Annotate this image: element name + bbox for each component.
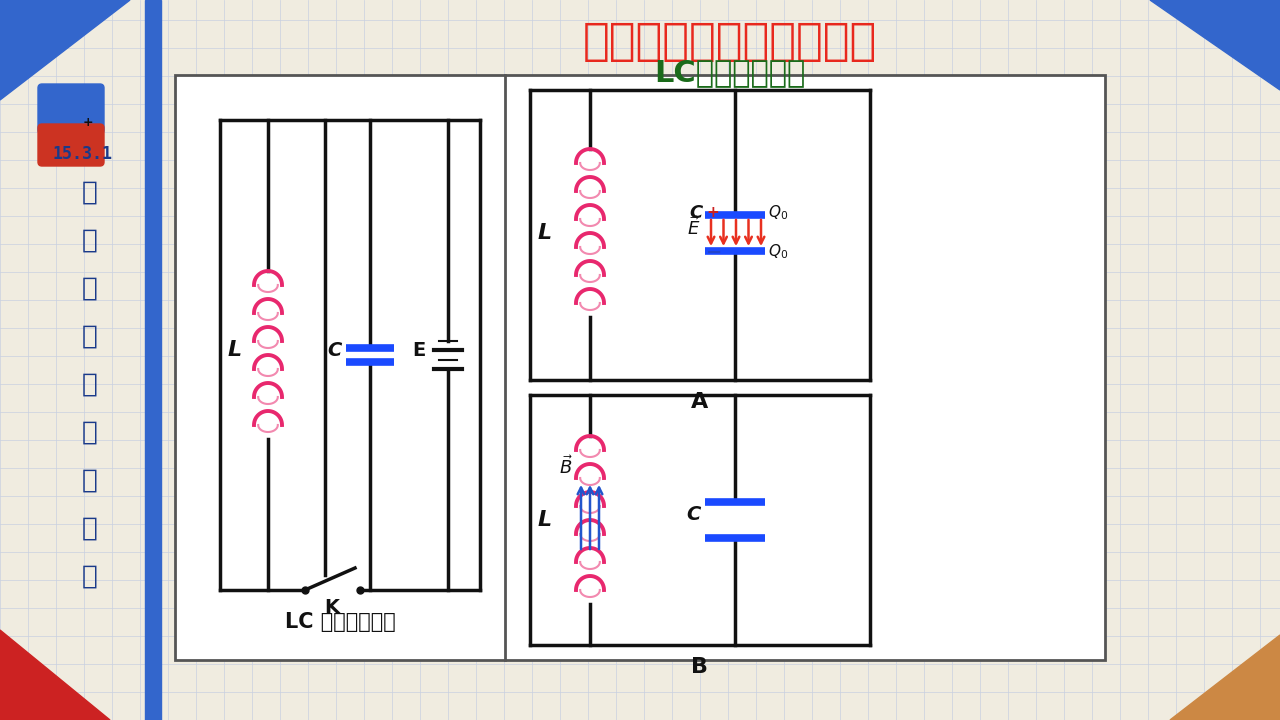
Text: K: K bbox=[325, 598, 339, 617]
Text: LC电磁振荡电路: LC电磁振荡电路 bbox=[654, 58, 805, 87]
Bar bbox=[175, 75, 1105, 660]
Text: 电: 电 bbox=[82, 180, 99, 206]
Text: L: L bbox=[538, 510, 552, 530]
FancyBboxPatch shape bbox=[38, 124, 104, 166]
Text: LC 电磁振荡电路: LC 电磁振荡电路 bbox=[284, 612, 396, 632]
Text: $Q_0$: $Q_0$ bbox=[768, 204, 788, 222]
Text: 15.3.1: 15.3.1 bbox=[52, 145, 113, 163]
Text: 播: 播 bbox=[82, 564, 99, 590]
Text: $\vec{E}$: $\vec{E}$ bbox=[686, 217, 700, 240]
Text: L: L bbox=[228, 340, 242, 360]
Text: $\vec{B}$: $\vec{B}$ bbox=[559, 455, 573, 478]
Polygon shape bbox=[0, 0, 131, 100]
Text: B: B bbox=[691, 657, 709, 677]
Text: 磁: 磁 bbox=[82, 228, 99, 254]
Text: C: C bbox=[690, 204, 703, 222]
Text: +: + bbox=[707, 204, 719, 220]
Text: 与: 与 bbox=[82, 468, 99, 494]
Text: 一、电磁波的产生与传播: 一、电磁波的产生与传播 bbox=[582, 20, 877, 63]
Text: +: + bbox=[83, 115, 93, 128]
Text: E: E bbox=[412, 341, 426, 359]
Text: C: C bbox=[328, 341, 342, 359]
Text: 生: 生 bbox=[82, 420, 99, 446]
Text: 传: 传 bbox=[82, 516, 99, 542]
FancyBboxPatch shape bbox=[38, 84, 104, 134]
Text: C: C bbox=[687, 505, 701, 524]
Bar bbox=[145, 0, 161, 720]
Text: A: A bbox=[691, 392, 709, 412]
Polygon shape bbox=[0, 630, 110, 720]
Text: 产: 产 bbox=[82, 372, 99, 398]
Text: $Q_0$: $Q_0$ bbox=[768, 243, 788, 261]
Text: 的: 的 bbox=[82, 324, 99, 350]
Polygon shape bbox=[1149, 0, 1280, 90]
Text: −: − bbox=[707, 243, 722, 261]
Text: L: L bbox=[538, 223, 552, 243]
Text: 波: 波 bbox=[82, 276, 99, 302]
Polygon shape bbox=[1170, 635, 1280, 720]
